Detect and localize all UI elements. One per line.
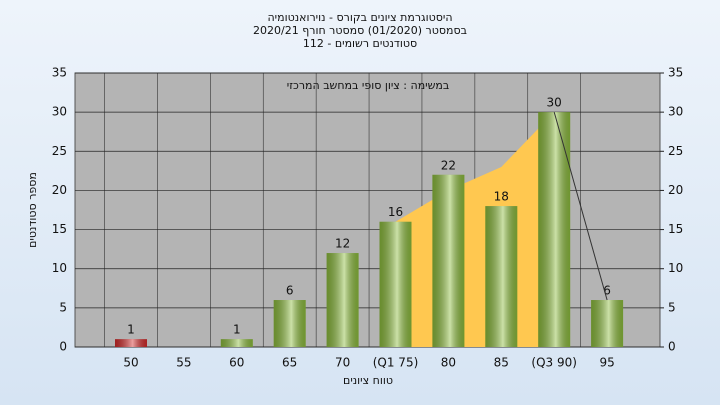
data-label: 30 (547, 96, 562, 110)
x-tick-label: 80 (441, 356, 456, 370)
data-label: 16 (388, 205, 403, 219)
data-label: 12 (335, 237, 350, 251)
x-tick-label: 70 (335, 356, 350, 370)
x-axis-label: טווח ציונים (343, 374, 393, 387)
bar-shine (432, 174, 465, 347)
y-tick-label: 30 (52, 105, 67, 119)
x-tick-label: 65 (282, 356, 297, 370)
y2-tick-label: 30 (668, 105, 683, 119)
y2-tick-label: 10 (668, 261, 683, 275)
x-tick-label: (Q1 75) (373, 356, 419, 370)
data-label: 18 (494, 190, 509, 204)
data-label: 22 (441, 158, 456, 172)
y2-tick-label: 35 (668, 66, 683, 80)
bar-shine (326, 253, 359, 347)
bar-shine (538, 112, 571, 348)
x-tick-label: 60 (229, 356, 244, 370)
y-tick-label: 35 (52, 66, 67, 80)
data-label: 1 (127, 323, 135, 337)
y2-tick-label: 25 (668, 144, 683, 158)
chart-subtitle: סטודנטים רשומים - 112 (303, 37, 417, 50)
x-tick-label: 85 (494, 356, 509, 370)
bar-shine (485, 206, 518, 347)
y2-tick-label: 0 (668, 340, 676, 354)
data-label: 6 (286, 284, 294, 298)
bar-shine (591, 300, 624, 347)
annotation: במשימה : ציון סופי במחשב המרכזי (287, 79, 450, 92)
data-label: 1 (233, 323, 241, 337)
data-label: 6 (603, 284, 611, 298)
y-tick-label: 20 (52, 183, 67, 197)
x-tick-label: 55 (176, 356, 191, 370)
y-tick-label: 25 (52, 144, 67, 158)
x-tick-label: 95 (599, 356, 614, 370)
chart-title: היסטוגרמת ציונים בקורס - נוירואנטומיה (267, 11, 452, 24)
line (553, 112, 608, 301)
x-tick-label: (Q3 90) (531, 356, 577, 370)
y-tick-label: 15 (52, 222, 67, 236)
y2-tick-label: 20 (668, 183, 683, 197)
bar-shine (115, 339, 147, 347)
y2-tick-label: 5 (668, 300, 676, 314)
bar-shine (379, 221, 412, 347)
y2-tick-label: 15 (668, 222, 683, 236)
y-tick-label: 5 (59, 300, 67, 314)
chart-subtitle: בסמסטר (01/2020) סמסטר חורף 2020/21 (253, 24, 467, 37)
y-tick-label: 10 (52, 261, 67, 275)
bar-shine (273, 300, 306, 347)
bar-shine (220, 339, 253, 347)
y-tick-label: 0 (59, 340, 67, 354)
plot-area (74, 72, 661, 348)
y-axis-label: מספר סטודנטים (26, 172, 39, 248)
x-tick-label: 50 (123, 356, 138, 370)
